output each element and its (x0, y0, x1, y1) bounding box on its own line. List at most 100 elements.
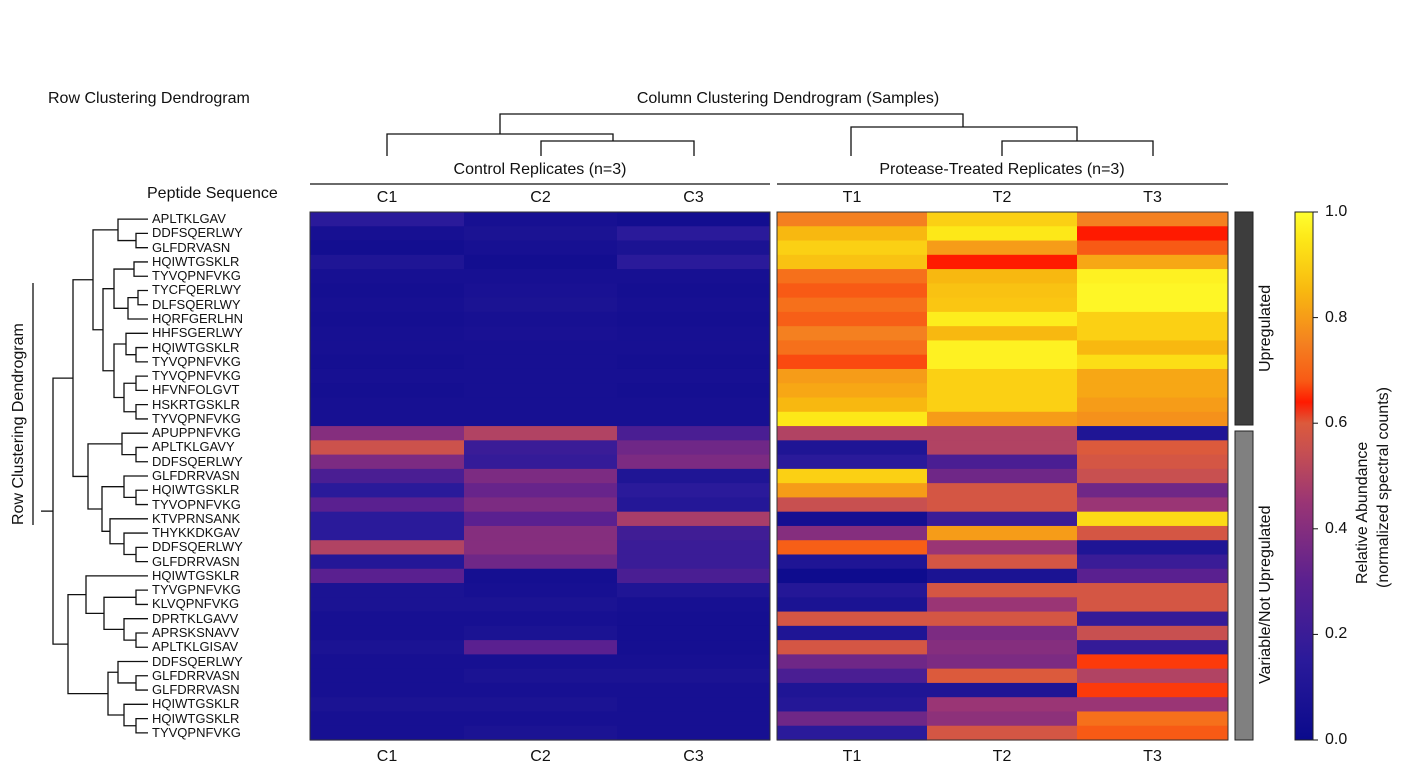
heatmap-cell (777, 554, 927, 570)
dendrogram-branch (135, 675, 148, 691)
heatmap-cell (1077, 240, 1228, 256)
heatmap-cell (464, 511, 617, 527)
heatmap-cell (927, 397, 1077, 413)
colorbar-tick-label: 0.4 (1325, 519, 1348, 537)
heatmap-cell (777, 440, 927, 456)
heatmap-cell (927, 411, 1077, 427)
heatmap-cell (1077, 368, 1228, 384)
heatmap-cell (464, 554, 617, 570)
heatmap-cell (464, 640, 617, 655)
heatmap-cell (927, 354, 1077, 370)
heatmap-border (776, 211, 1229, 741)
colorbar-label-line1: Relative Abundance (1354, 441, 1371, 584)
heatmap-cell (464, 711, 617, 727)
group-label-upregulated: Upregulated (1257, 284, 1274, 372)
heatmap-cell (777, 654, 927, 670)
heatmap-cell (617, 711, 770, 727)
heatmap-cell (617, 568, 770, 584)
heatmap-cell (777, 568, 927, 584)
row-label: TYVQPNFVKG (152, 724, 241, 740)
heatmap-cell (777, 254, 927, 270)
dendrogram-branch (85, 575, 148, 615)
dendrogram-branch (135, 489, 148, 506)
row-label: APLTKLGAVY (152, 439, 235, 455)
heatmap-cell (464, 383, 617, 399)
heatmap-cell (927, 440, 1077, 456)
row-label: HSKRTGSKLR (152, 396, 240, 412)
heatmap-cell (310, 368, 464, 384)
heatmap-cell (617, 583, 770, 598)
heatmap-cell (464, 668, 617, 684)
heatmap-cell (310, 468, 464, 484)
heatmap-cell (1077, 497, 1228, 513)
colorbar-ticks (1313, 211, 1318, 741)
heatmap-cell (464, 625, 617, 641)
dendrogram-branch (72, 279, 93, 478)
heatmap-cell (927, 540, 1077, 556)
heatmap-cell (927, 297, 1077, 313)
heatmap-cell (927, 383, 1077, 399)
heatmap-cell (1077, 326, 1228, 342)
heatmap-cell (1077, 611, 1228, 627)
heatmap-cell (777, 269, 927, 284)
column-label-bottom: C1 (376, 748, 398, 765)
heatmap-cell (1077, 426, 1228, 441)
heatmap-cell (617, 254, 770, 270)
heatmap-cell (464, 283, 617, 299)
dendrogram-branch (135, 403, 148, 420)
heatmap-cell (310, 454, 464, 470)
heatmap-cell (777, 212, 927, 227)
dendrogram-branch (135, 546, 148, 563)
heatmap-cell (617, 525, 770, 541)
column-label-bottom: T1 (842, 748, 862, 765)
column-dendrogram-title: Column Clustering Dendrogram (Samples) (636, 90, 940, 107)
dendrogram-branch (135, 589, 148, 606)
heatmap-cell (777, 583, 927, 598)
heatmap-cell (1077, 354, 1228, 370)
heatmap-cell (617, 454, 770, 470)
heatmap-cell (777, 682, 927, 698)
heatmap-cell (1077, 283, 1228, 299)
heatmap-cell (777, 283, 927, 299)
column-label-top: C1 (376, 189, 398, 206)
heatmap-cell (310, 654, 464, 670)
heatmap-cell (1077, 397, 1228, 413)
dendrogram-branch (67, 593, 108, 695)
heatmap-cell (464, 682, 617, 698)
dendrogram-branch (135, 717, 148, 734)
heatmap-cell (1077, 383, 1228, 399)
heatmap-cell (617, 682, 770, 698)
heatmap-cell (464, 483, 617, 499)
column-label-top: T1 (842, 189, 862, 206)
row-label: TYVQPNFVKG (152, 268, 241, 284)
heatmap-cell (927, 226, 1077, 242)
heatmap-cell (777, 240, 927, 256)
heatmap-cell (777, 625, 927, 641)
heatmap-cell (777, 640, 927, 655)
row-label: TYVQPNFVKG (152, 410, 241, 426)
heatmap-cell (927, 483, 1077, 499)
heatmap-cell (464, 226, 617, 242)
dendrogram-branch (135, 346, 148, 363)
heatmap-cell (927, 525, 1077, 541)
column-label-bottom: T3 (1143, 748, 1162, 765)
heatmap-cell (464, 454, 617, 470)
heatmap-cell (617, 411, 770, 427)
row-dendrogram-side-label: Row Clustering Dendrogram (10, 323, 27, 525)
heatmap-cell (1077, 468, 1228, 484)
group-label-variable: Variable/Not Upregulated (1257, 505, 1274, 684)
heatmap-cell (1077, 625, 1228, 641)
heatmap-cell (777, 226, 927, 242)
dendrogram-branch (117, 660, 148, 684)
heatmap-cell (1077, 254, 1228, 270)
heatmap-cell (310, 340, 464, 356)
row-label: HQIWTGSKLR (152, 482, 240, 498)
heatmap-cell (310, 397, 464, 413)
heatmap-cell (464, 326, 617, 342)
colorbar-tick-label: 0.0 (1325, 731, 1348, 748)
row-dendrogram (41, 218, 148, 734)
dendrogram-branch (135, 232, 148, 249)
heatmap-cell (777, 511, 927, 527)
heatmap-cell (927, 468, 1077, 484)
heatmap-cell (464, 468, 617, 484)
